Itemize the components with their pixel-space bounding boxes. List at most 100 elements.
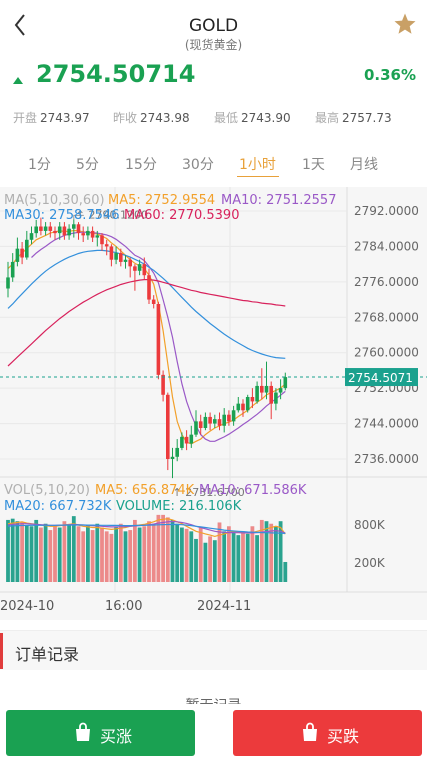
vol-ma20-line bbox=[7, 523, 286, 534]
active-tab-indicator bbox=[237, 176, 279, 177]
candle-body bbox=[283, 377, 288, 389]
volume-bar bbox=[189, 531, 194, 582]
volume-bar bbox=[227, 526, 231, 582]
ma5-line bbox=[7, 229, 286, 445]
volume-bar bbox=[245, 533, 250, 582]
candle-body bbox=[15, 248, 20, 262]
candle-body bbox=[6, 277, 10, 289]
candle-body bbox=[203, 416, 208, 428]
volume-bar bbox=[86, 525, 90, 582]
volume-bar bbox=[95, 523, 100, 582]
candle-body bbox=[245, 397, 250, 411]
candle-body bbox=[100, 235, 104, 245]
candle-body bbox=[170, 456, 175, 459]
candle-body bbox=[184, 436, 189, 444]
high-marker-label: ↑ 2790.1200 bbox=[76, 208, 148, 221]
page-title: GOLD bbox=[188, 16, 239, 36]
back-button[interactable] bbox=[8, 10, 32, 40]
kline-chart[interactable]: 2792.0000 2784.0000 2776.0000 2768.0000 2760… bbox=[0, 187, 427, 620]
main-legend-item: MA5: 2752.9554 bbox=[108, 193, 215, 208]
volume-bar bbox=[278, 521, 283, 582]
x-axis-label: 16:00 bbox=[105, 599, 142, 614]
volume-bar bbox=[114, 527, 118, 582]
volume-bar bbox=[274, 526, 278, 582]
volume-bar bbox=[123, 531, 128, 582]
ma60-line bbox=[7, 279, 286, 367]
candle-body bbox=[29, 233, 34, 240]
bottom-action-bar: 买涨 买跌 bbox=[0, 704, 427, 760]
volume-bar bbox=[142, 526, 147, 582]
volume-bar bbox=[71, 516, 76, 582]
candle-body bbox=[227, 414, 231, 422]
quote-stats: 开盘 2743.97 昨收 2743.98 最低 2743.90 最高 2757.73 bbox=[0, 109, 427, 129]
candle-body bbox=[90, 230, 95, 238]
candle-body bbox=[81, 233, 85, 236]
page-subtitle: (现货黄金) bbox=[184, 38, 243, 52]
tab-1min[interactable]: 1分 bbox=[28, 157, 51, 173]
candle-body bbox=[137, 264, 142, 271]
candle-body bbox=[175, 447, 179, 457]
volume-bar bbox=[236, 535, 241, 582]
candle-body bbox=[119, 253, 123, 262]
candle-body bbox=[151, 299, 156, 304]
candle-body bbox=[260, 385, 264, 393]
stat-high: 最高 2757.73 bbox=[315, 111, 392, 125]
tab-1day[interactable]: 1天 bbox=[302, 157, 325, 173]
volume-bar bbox=[198, 527, 203, 582]
volume-bar bbox=[62, 521, 67, 582]
shopping-bag-icon bbox=[76, 722, 90, 741]
candle-body bbox=[34, 226, 38, 234]
volume-bar bbox=[67, 525, 71, 582]
stat-prev-close: 昨收 2743.98 bbox=[113, 111, 190, 125]
candle-body bbox=[161, 374, 165, 395]
y-tick-label: 2784.0000 bbox=[354, 239, 419, 253]
buy-up-button[interactable]: 买涨 bbox=[6, 710, 195, 756]
candle-body bbox=[250, 397, 255, 402]
candle-body bbox=[133, 266, 137, 271]
candle-body bbox=[194, 421, 198, 435]
volume-bar bbox=[147, 521, 151, 582]
volume-bar bbox=[212, 540, 217, 582]
ma30-line bbox=[7, 249, 286, 359]
candle-body bbox=[180, 436, 184, 448]
favorite-button[interactable] bbox=[393, 12, 417, 36]
candle-body bbox=[142, 264, 147, 276]
volume-bar bbox=[241, 531, 245, 582]
vol-legend-item: VOLUME: 216.106K bbox=[116, 499, 242, 514]
stat-open: 开盘 2743.97 bbox=[13, 111, 90, 125]
tab-1hour[interactable]: 1小时 bbox=[239, 157, 276, 173]
tab-5min[interactable]: 5分 bbox=[76, 157, 99, 173]
candle-body bbox=[62, 226, 67, 236]
tab-month[interactable]: 月线 bbox=[350, 157, 378, 173]
volume-bar bbox=[250, 526, 255, 582]
candle-body bbox=[67, 228, 71, 236]
tab-30min[interactable]: 30分 bbox=[182, 157, 214, 173]
volume-bar bbox=[283, 561, 288, 582]
candle-body bbox=[274, 392, 278, 404]
y-tick-label: 2760.0000 bbox=[354, 346, 419, 360]
section-accent-bar bbox=[0, 633, 3, 669]
buy-down-label: 买跌 bbox=[327, 727, 360, 746]
buy-down-button[interactable]: 买跌 bbox=[233, 710, 422, 756]
volume-bar bbox=[208, 536, 212, 582]
y-tick-label: 2736.0000 bbox=[354, 452, 419, 466]
volume-bar bbox=[259, 519, 264, 582]
candle-body bbox=[128, 259, 132, 267]
volume-bar bbox=[29, 526, 34, 582]
low-marker-label: ↑ 2731.6700 bbox=[173, 486, 245, 499]
candle-body bbox=[48, 226, 53, 231]
candle-body bbox=[156, 304, 161, 375]
volume-bar bbox=[161, 514, 165, 582]
y-tick-label: 2744.0000 bbox=[354, 417, 419, 431]
volume-bar bbox=[20, 522, 24, 582]
candle-body bbox=[76, 224, 81, 234]
main-legend-item: MA10: 2751.2557 bbox=[221, 193, 336, 208]
candle-body bbox=[53, 230, 57, 234]
candle-body bbox=[114, 253, 118, 260]
volume-bar bbox=[109, 533, 114, 582]
volume-bar bbox=[175, 523, 180, 582]
candle-body bbox=[231, 410, 236, 422]
tab-15min[interactable]: 15分 bbox=[125, 157, 157, 173]
candle-body bbox=[25, 239, 29, 258]
volume-bar bbox=[48, 530, 53, 582]
